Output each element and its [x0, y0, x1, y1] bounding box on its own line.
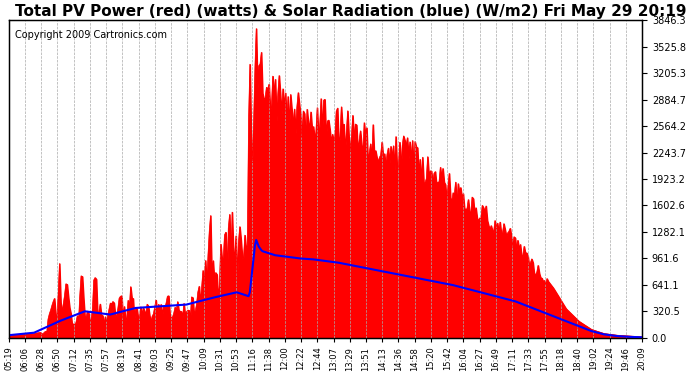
- Text: Total PV Power (red) (watts) & Solar Radiation (blue) (W/m2) Fri May 29 20:19: Total PV Power (red) (watts) & Solar Rad…: [15, 4, 687, 19]
- Text: Copyright 2009 Cartronics.com: Copyright 2009 Cartronics.com: [15, 30, 167, 40]
